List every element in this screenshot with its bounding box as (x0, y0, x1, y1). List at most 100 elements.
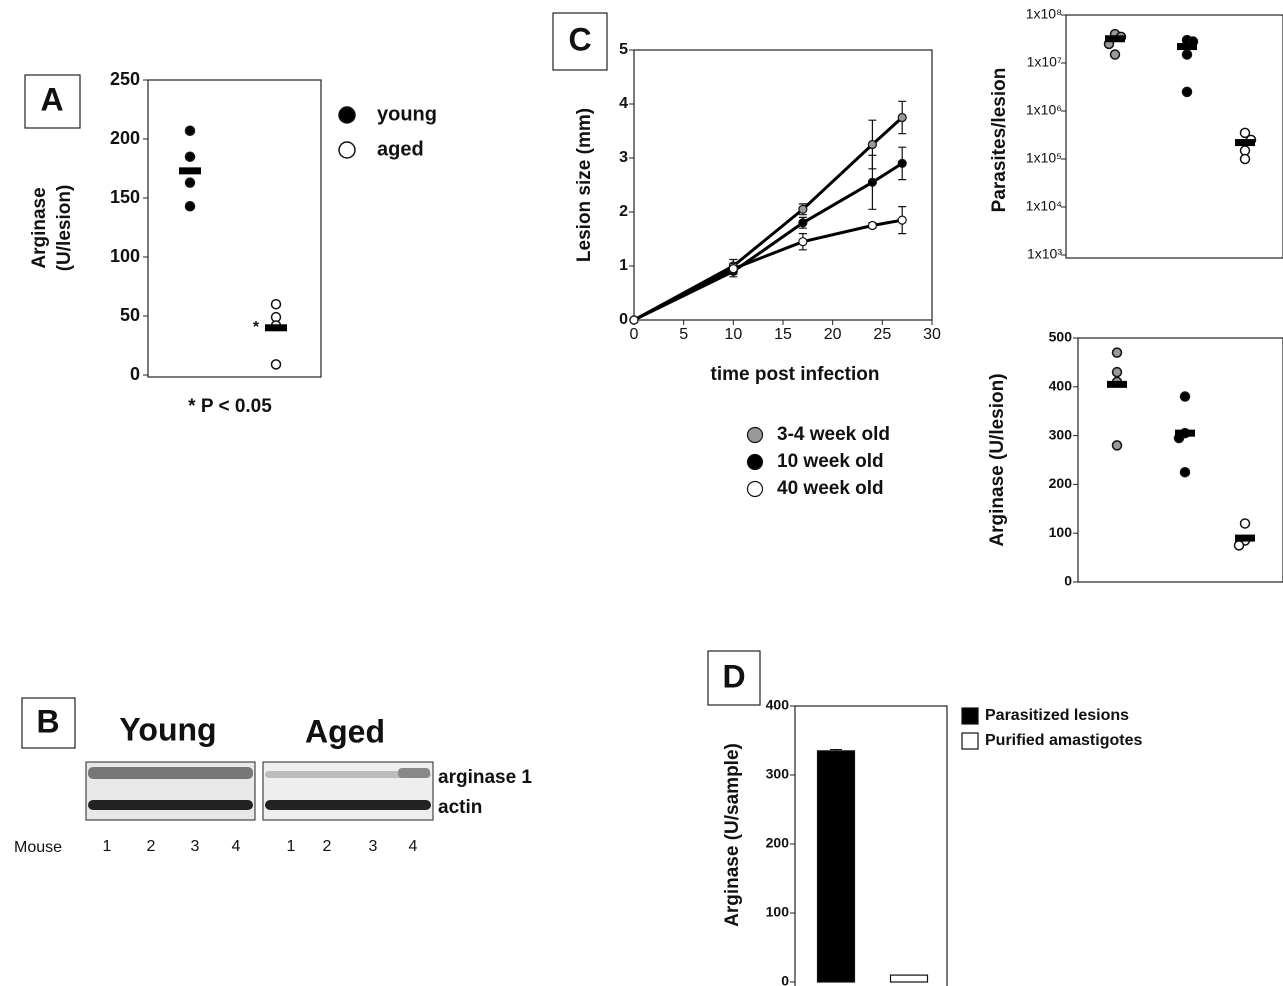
group-label: Aged (305, 713, 385, 749)
mean-bar (179, 167, 201, 175)
x-tick-label: 30 (923, 326, 941, 343)
legend-label: aged (377, 138, 424, 160)
data-point (270, 298, 282, 310)
series-line (633, 218, 903, 322)
y-tick-label: 200 (1049, 475, 1073, 491)
panel-letter: C (568, 21, 591, 57)
legend-marker (746, 480, 764, 498)
data-point (1111, 440, 1123, 451)
data-point (184, 177, 196, 188)
legend-label: Purified amastigotes (985, 732, 1142, 749)
x-tick-label: 15 (774, 326, 792, 343)
data-point (1111, 347, 1123, 358)
data-point (867, 220, 878, 231)
y-tick-label: 1x10³ (1027, 246, 1062, 262)
y-tick-label: 0 (130, 364, 140, 384)
data-point (1181, 86, 1193, 98)
blot-image (85, 761, 434, 821)
x-tick-label: 5 (679, 326, 688, 343)
mean-bar (1177, 43, 1197, 51)
y-tick-label: 1x10⁴ (1026, 198, 1062, 214)
plot-frame (1065, 14, 1283, 259)
legend-swatch (961, 732, 979, 750)
data-point (184, 125, 196, 136)
y-axis-label: Arginase (U/sample) (722, 743, 743, 927)
y-tick-label: 0 (619, 311, 628, 328)
data-point (184, 201, 196, 212)
data-point (1181, 49, 1193, 60)
data-point (1109, 49, 1121, 60)
lane-label: 1 (287, 838, 296, 855)
data-point (798, 218, 808, 228)
footnote: * P < 0.05 (188, 396, 272, 417)
data-point (897, 158, 907, 168)
y-tick-label: 5 (619, 41, 628, 58)
annotation: * (253, 319, 260, 336)
data-point (184, 151, 196, 162)
y-tick-label: 200 (110, 128, 140, 148)
data-point (1179, 391, 1191, 402)
x-axis-label: time post infection (711, 364, 880, 385)
y-tick-label: 3 (619, 149, 628, 166)
legend-marker (338, 141, 356, 159)
legend-swatch (961, 707, 979, 725)
mean-bar (1235, 534, 1255, 542)
y-tick-label: 400 (1049, 378, 1073, 394)
plot-frame (794, 705, 948, 986)
lane-label: 3 (191, 838, 200, 855)
data-point (1179, 466, 1191, 478)
y-tick-label: 150 (110, 187, 140, 207)
legend-label: 3-4 week old (777, 424, 890, 445)
data-point (897, 112, 907, 123)
y-tick-label: 100 (1049, 524, 1073, 540)
y-axis-label: Arginase (U/lesion) (987, 373, 1008, 546)
data-point (1111, 366, 1123, 378)
group-label: Young (119, 711, 216, 747)
x-tick-label: 0 (630, 326, 639, 343)
lane-label: 4 (232, 838, 241, 855)
bar (889, 974, 929, 983)
y-tick-label: 300 (766, 766, 790, 782)
data-point (798, 204, 808, 214)
x-tick-label: 10 (724, 326, 742, 343)
legend-marker (338, 106, 356, 124)
legend-label: young (377, 103, 437, 125)
lane-label: 3 (369, 838, 378, 855)
error-bar (830, 748, 842, 753)
data-point (867, 177, 878, 187)
y-tick-label: 1x10⁶ (1026, 102, 1062, 118)
data-point (798, 237, 808, 247)
data-point (728, 264, 738, 274)
y-tick-label: 1 (619, 257, 628, 274)
y-axis-label: Arginase (29, 187, 50, 268)
y-tick-label: 400 (766, 697, 790, 713)
mean-bar (1105, 35, 1125, 43)
plot-frame (1077, 337, 1283, 583)
legend-marker (746, 426, 764, 444)
y-tick-label: 0 (1064, 573, 1072, 589)
legend-marker (746, 453, 764, 471)
data-point (1233, 540, 1245, 551)
row-label: Mouse (14, 839, 62, 856)
band-label: actin (438, 797, 482, 818)
x-tick-label: 25 (873, 326, 891, 343)
lane-label: 4 (409, 838, 418, 855)
legend-label: Parasitized lesions (985, 707, 1129, 724)
data-point (629, 315, 639, 325)
x-tick-label: 20 (824, 326, 842, 343)
legend-label: 10 week old (777, 451, 884, 472)
y-tick-label: 250 (110, 69, 140, 89)
y-axis-label: Lesion size (mm) (574, 108, 595, 262)
panel-letter-box (707, 650, 761, 706)
panel-letter: D (722, 658, 745, 694)
y-tick-label: 300 (1049, 426, 1073, 442)
panel-letter-box (552, 12, 608, 71)
mean-bar (1175, 429, 1195, 437)
bar (816, 750, 856, 983)
lane-label: 2 (323, 838, 332, 855)
plot-frame (147, 79, 322, 378)
panel-letter-box (21, 697, 76, 749)
panel-letter: B (36, 703, 59, 739)
data-point (1239, 153, 1251, 165)
